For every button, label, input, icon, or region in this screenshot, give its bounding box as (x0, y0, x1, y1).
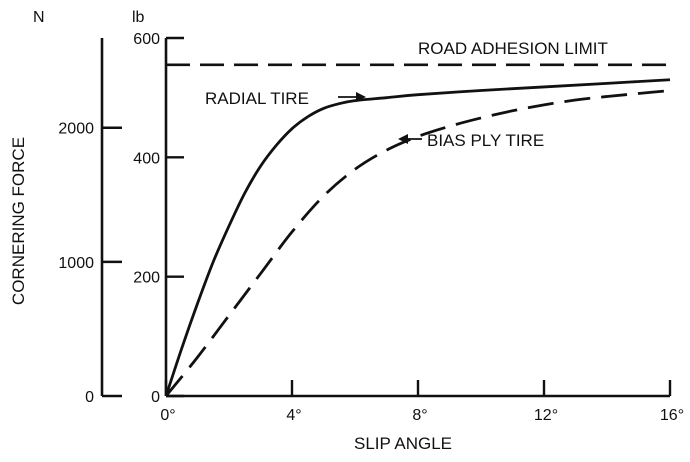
road-adhesion-limit-label: ROAD ADHESION LIMIT (418, 39, 608, 58)
radial-tire-curve (164, 78, 671, 397)
x-tick-label: 8° (412, 407, 427, 424)
radial-tire-label: RADIAL TIRE (205, 89, 309, 108)
radial-tire-arrow-head (356, 92, 366, 102)
x-tick-label: 16° (660, 407, 684, 424)
y-unit-lb-label: lb (132, 9, 145, 26)
bias-ply-arrow-head (398, 134, 408, 144)
y-tick-label-lb: 400 (133, 150, 160, 167)
y-tick-label-n: 1000 (58, 255, 94, 272)
series-layer (164, 78, 671, 397)
y-tick-label-lb: 0 (151, 389, 160, 406)
bias-ply-annotation: BIAS PLY TIRE (398, 131, 544, 150)
y-tick-label-n: 2000 (58, 121, 94, 138)
x-axis-title: SLIP ANGLE (354, 434, 452, 453)
bias-ply-label: BIAS PLY TIRE (427, 131, 544, 150)
x-ticks: 0° 4° 8° 12° 16° (160, 380, 684, 424)
y-tick-label-n: 0 (85, 389, 94, 406)
y-tick-label-lb: 200 (133, 270, 160, 287)
radial-tire-annotation: RADIAL TIRE (205, 89, 366, 108)
y-ticks-lb: 0 200 400 600 (133, 31, 184, 406)
y-axis-title: CORNERING FORCE (9, 137, 28, 305)
y-tick-label-lb: 600 (133, 31, 160, 48)
x-tick-label: 4° (286, 407, 301, 424)
bias-ply-tire-curve (164, 89, 671, 397)
x-tick-label: 12° (534, 407, 558, 424)
y-ticks-n: 0 1000 2000 (58, 121, 122, 406)
axes (100, 38, 670, 398)
x-tick-label: 0° (160, 407, 175, 424)
y-unit-n-label: N (33, 9, 45, 26)
